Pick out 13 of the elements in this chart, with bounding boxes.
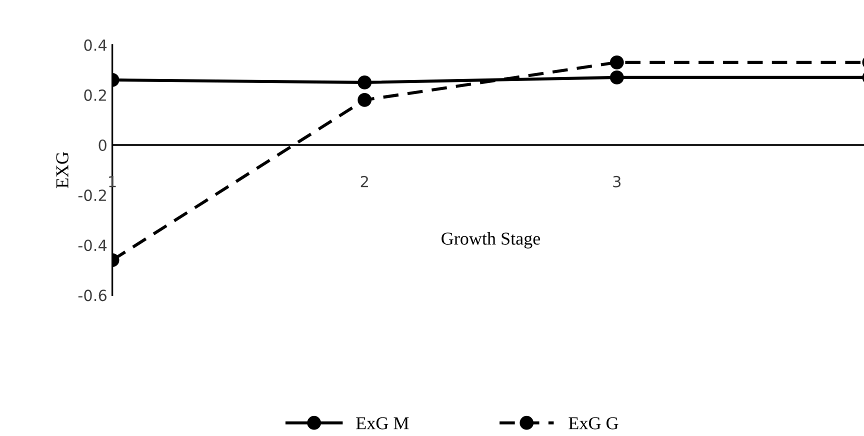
x-tick-label: 3 xyxy=(613,176,621,188)
point xyxy=(358,76,372,90)
x-axis-title: Growth Stage xyxy=(442,232,540,248)
y-tick-label: 0.4 xyxy=(84,39,107,51)
y-tick-label: -0.2 xyxy=(78,190,106,202)
y-tick-label: -0.4 xyxy=(78,240,107,252)
legend-label: ExG G xyxy=(568,417,618,430)
legend-label: ExG M xyxy=(356,417,409,430)
y-tick-label: 0.2 xyxy=(84,89,106,101)
x-tick-label: 2 xyxy=(360,176,368,188)
y-axis-title: EXG xyxy=(56,152,68,188)
y-tick-label: 0 xyxy=(98,139,106,152)
y-tick-label: -0.6 xyxy=(78,290,106,302)
